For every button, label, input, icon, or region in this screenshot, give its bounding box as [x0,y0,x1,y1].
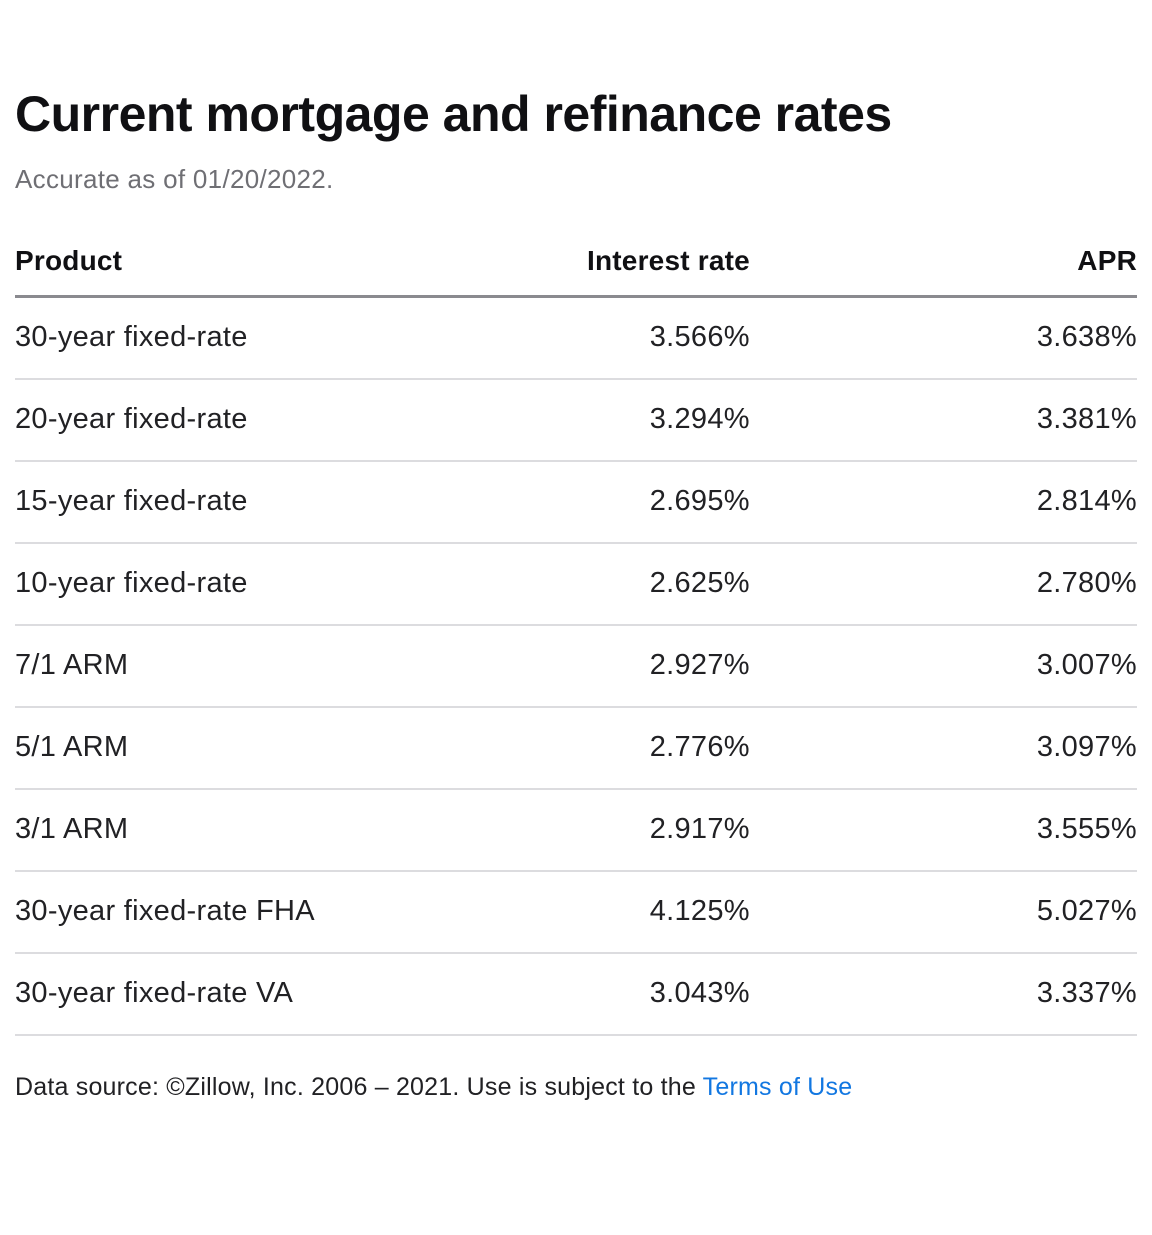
table-row: 30-year fixed-rate FHA 4.125% 5.027% [15,870,1137,954]
cell-product: 10-year fixed-rate [15,542,419,626]
cell-interest-rate: 2.917% [418,788,750,872]
cell-interest-rate: 3.566% [418,296,750,380]
cell-product: 3/1 ARM [15,788,419,872]
terms-of-use-link[interactable]: Terms of Use [702,1072,853,1101]
cell-apr: 3.381% [749,378,1137,462]
table-row: 3/1 ARM 2.917% 3.555% [15,788,1137,872]
table-row: 15-year fixed-rate 2.695% 2.814% [15,460,1137,544]
table-header-row: Product Interest rate APR [15,233,1137,299]
cell-interest-rate: 2.625% [418,542,750,626]
cell-interest-rate: 2.927% [418,624,750,708]
cell-apr: 3.555% [749,788,1137,872]
cell-product: 30-year fixed-rate VA [15,952,419,1036]
column-header-product: Product [15,233,419,299]
table-row: 20-year fixed-rate 3.294% 3.381% [15,378,1137,462]
cell-apr: 2.780% [749,542,1137,626]
page-title: Current mortgage and refinance rates [15,86,892,142]
cell-apr: 3.007% [749,624,1137,708]
cell-product: 5/1 ARM [15,706,419,790]
table-row: 7/1 ARM 2.927% 3.007% [15,624,1137,708]
cell-product: 30-year fixed-rate [15,296,419,380]
table-row: 10-year fixed-rate 2.625% 2.780% [15,542,1137,626]
rates-section: Current mortgage and refinance rates Acc… [0,84,1152,1103]
table-row: 30-year fixed-rate 3.566% 3.638% [15,296,1137,380]
cell-product: 15-year fixed-rate [15,460,419,544]
column-header-apr: APR [749,233,1137,299]
cell-interest-rate: 4.125% [418,870,750,954]
column-header-interest-rate: Interest rate [418,233,750,299]
cell-product: 20-year fixed-rate [15,378,419,462]
cell-apr: 5.027% [749,870,1137,954]
cell-product: 30-year fixed-rate FHA [15,870,419,954]
cell-interest-rate: 2.776% [418,706,750,790]
cell-interest-rate: 3.043% [418,952,750,1036]
cell-interest-rate: 2.695% [418,460,750,544]
cell-apr: 3.337% [749,952,1137,1036]
data-source-text: Data source: ©Zillow, Inc. 2006 – 2021. … [15,1072,703,1101]
cell-interest-rate: 3.294% [418,378,750,462]
rates-table-body: 30-year fixed-rate 3.566% 3.638% 20-year fi… [15,296,1137,1036]
cell-apr: 3.638% [749,296,1137,380]
cell-product: 7/1 ARM [15,624,419,708]
rates-table: Product Interest rate APR 30-year fixed-… [15,233,1137,1036]
cell-apr: 3.097% [749,706,1137,790]
cell-apr: 2.814% [749,460,1137,544]
data-source-note: Data source: ©Zillow, Inc. 2006 – 2021. … [15,1072,1137,1103]
page-subtitle: Accurate as of 01/20/2022. [15,164,334,194]
table-row: 5/1 ARM 2.776% 3.097% [15,706,1137,790]
table-row: 30-year fixed-rate VA 3.043% 3.337% [15,952,1137,1036]
